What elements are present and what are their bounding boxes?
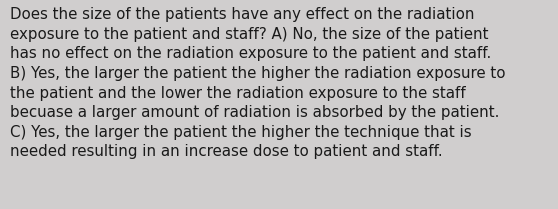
Text: Does the size of the patients have any effect on the radiation
exposure to the p: Does the size of the patients have any e…: [10, 7, 506, 159]
